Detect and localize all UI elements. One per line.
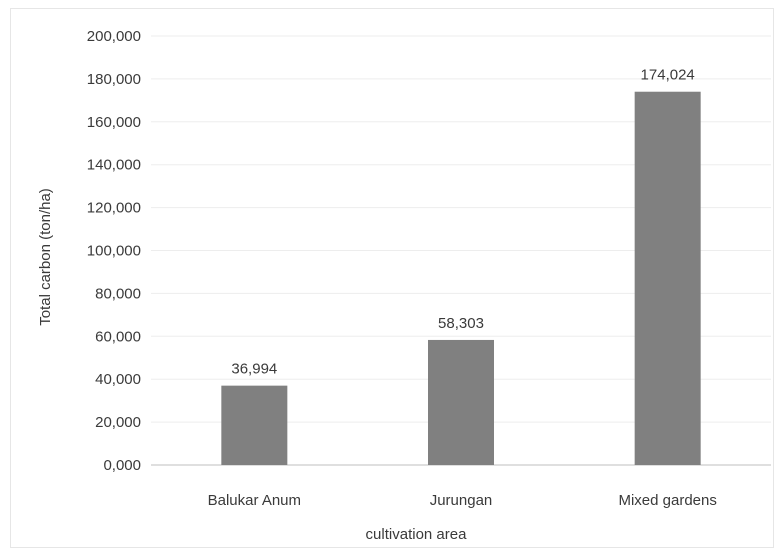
- y-tick-label: 0,000: [103, 457, 141, 474]
- x-axis-title: cultivation area: [366, 526, 468, 543]
- bars: [221, 91, 701, 466]
- bar: [221, 385, 288, 465]
- y-tick-label: 160,000: [87, 114, 141, 131]
- y-tick-label: 20,000: [95, 414, 141, 431]
- y-tick-label: 180,000: [87, 71, 141, 88]
- x-category-label: Mixed gardens: [618, 492, 716, 509]
- x-category-label: Balukar Anum: [208, 492, 301, 509]
- y-tick-label: 80,000: [95, 285, 141, 302]
- chart-frame: 0,000 20,000 40,000 60,000 80,000 100,000 120,…: [10, 8, 774, 548]
- bar-data-label: 36,994: [231, 361, 277, 378]
- y-tick-label: 140,000: [87, 157, 141, 174]
- bar-data-label: 58,303: [438, 315, 484, 332]
- x-axis-categories: Balukar Anum Jurungan Mixed gardens: [208, 492, 717, 509]
- data-labels: 36,994 58,303 174,024: [231, 67, 694, 378]
- y-tick-label: 60,000: [95, 328, 141, 345]
- bar-data-label: 174,024: [641, 67, 695, 84]
- x-category-label: Jurungan: [430, 492, 493, 509]
- bar: [634, 91, 701, 466]
- bar: [428, 339, 494, 465]
- y-tick-label: 40,000: [95, 371, 141, 388]
- y-tick-label: 120,000: [87, 200, 141, 217]
- y-axis-ticks: 0,000 20,000 40,000 60,000 80,000 100,000 120,…: [87, 28, 141, 474]
- y-axis-title: Total carbon (ton/ha): [37, 188, 54, 326]
- y-tick-label: 200,000: [87, 28, 141, 45]
- y-tick-label: 100,000: [87, 243, 141, 260]
- bar-chart: 0,000 20,000 40,000 60,000 80,000 100,000 120,…: [37, 28, 771, 543]
